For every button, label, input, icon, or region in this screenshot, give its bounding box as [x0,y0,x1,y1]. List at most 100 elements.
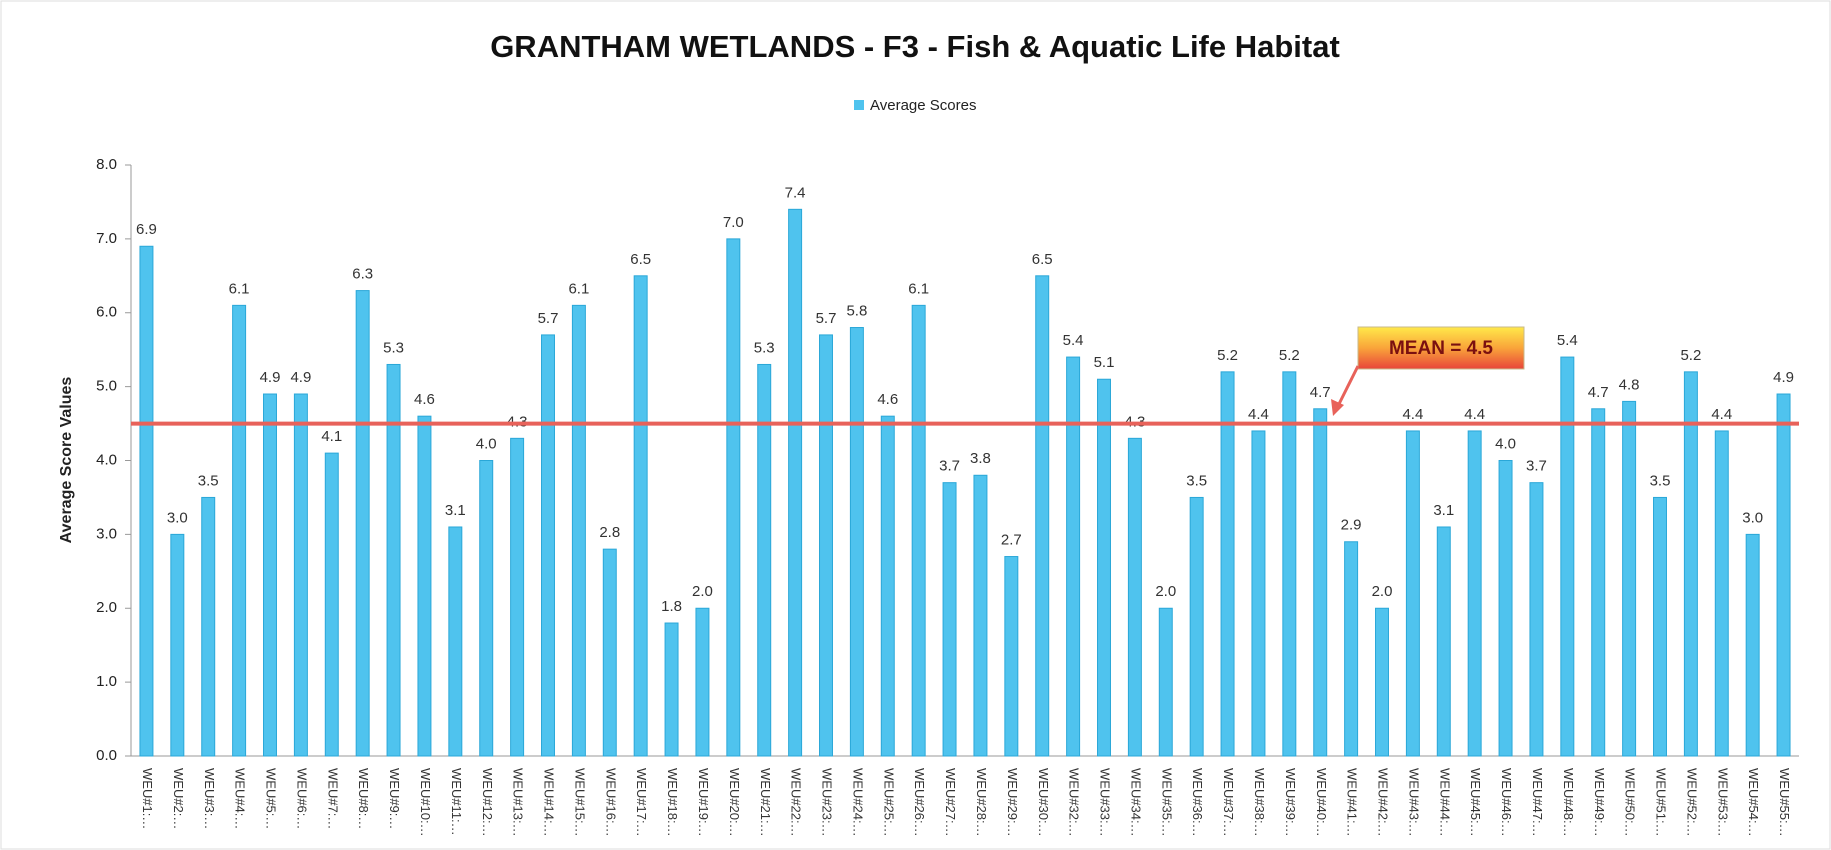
bar [1622,400,1637,757]
data-label: 4.8 [1619,376,1640,393]
bar [973,474,988,757]
bar [1776,393,1791,757]
x-tick-label: WEU#23:… [820,768,835,837]
x-tick-label: WEU#41:… [1345,768,1360,837]
bar [1189,496,1204,757]
x-tick-label: WEU#3:… [202,768,217,829]
bar [263,393,277,757]
x-tick-label: WEU#13:… [511,768,526,837]
x-tick-label: WEU#20:… [727,768,742,837]
data-label: 5.2 [1279,347,1300,364]
data-label: 6.1 [229,280,250,297]
bar [1158,607,1173,757]
bar [788,208,803,757]
bar [602,548,617,757]
chart-title: GRANTHAM WETLANDS - F3 - Fish & Aquatic … [490,29,1340,64]
data-label: 5.4 [1063,332,1084,349]
data-label: 3.0 [167,509,188,526]
data-label: 3.5 [1650,472,1671,489]
x-tick-label: WEU#19:… [696,768,711,837]
x-tick-label: WEU#33:… [1098,768,1113,837]
bar [1498,460,1513,757]
x-tick-label: WEU#11:… [449,768,464,836]
x-tick-label: WEU#50:… [1623,768,1638,837]
data-label: 5.7 [816,310,837,327]
x-tick-label: WEU#45:… [1468,768,1483,837]
bar [1282,371,1297,757]
x-tick-label: WEU#18:… [665,768,680,837]
bar [479,460,494,757]
data-label: 6.3 [352,266,373,283]
x-tick-label: WEU#55:… [1777,768,1792,837]
bar [1714,430,1729,757]
x-tick-label: WEU#48:… [1561,768,1576,837]
x-tick-label: WEU#16:… [603,768,618,837]
x-tick-label: WEU#12:… [480,768,495,837]
bar [1529,482,1544,757]
bar [324,452,339,757]
data-label: 4.4 [1402,406,1423,423]
bar [510,437,525,757]
data-label: 5.8 [846,302,867,319]
bar [1097,378,1111,757]
bar [1683,371,1698,757]
bar [541,334,555,757]
x-tick-label: WEU#53:… [1715,768,1730,837]
data-label: 3.7 [939,458,960,475]
y-tick-label: 4.0 [96,451,117,468]
bar [1653,496,1667,757]
x-tick-label: WEU#8:… [356,768,371,829]
data-label: 4.9 [260,369,281,386]
x-tick-label: WEU#47:… [1530,768,1545,837]
bar [757,363,772,757]
x-tick-label: WEU#40:… [1314,768,1329,837]
data-label: 3.1 [1433,502,1454,519]
bar [1745,533,1760,757]
x-tick-label: WEU#51:… [1654,768,1669,837]
mean-arrow-head [1331,399,1344,416]
x-tick-label: WEU#34:… [1128,768,1143,837]
bar [417,415,432,757]
y-tick-label: 7.0 [96,230,117,247]
data-label: 3.1 [445,502,466,519]
data-label: 6.9 [136,221,157,238]
x-tick-label: WEU#2:… [171,768,186,829]
x-tick-label: WEU#27:… [943,768,958,837]
data-label: 5.1 [1094,354,1115,371]
x-tick-label: WEU#29:… [1005,768,1020,837]
x-tick-label: WEU#15:… [572,768,587,837]
x-tick-label: WEU#36:… [1190,768,1205,837]
data-label: 2.8 [599,524,620,541]
bar [1467,430,1482,757]
data-label: 7.4 [785,184,806,201]
bar [726,238,741,757]
bar [571,304,586,757]
data-label: 3.8 [970,450,991,467]
y-tick-label: 5.0 [96,378,117,395]
mean-note: MEAN = 4.5 [1389,338,1493,359]
data-label: 6.1 [568,280,589,297]
bar [201,496,216,757]
bar [293,393,308,757]
y-tick-label: 6.0 [96,304,117,321]
x-tick-label: WEU#17:… [634,768,649,837]
y-axis-title: Average Score Values [58,377,75,544]
x-tick-label: WEU#38:… [1252,768,1267,837]
x-tick-label: WEU#9:… [387,768,402,829]
data-label: 3.5 [1186,472,1207,489]
mean-note-box [1357,326,1525,370]
bar [1004,556,1019,757]
x-tick-label: WEU#5:… [264,768,279,829]
data-label: 4.0 [1495,435,1516,452]
bar [633,275,648,757]
bar [1560,356,1575,757]
x-tick-label: WEU#54:… [1746,768,1761,837]
x-tick-label: WEU#21:… [758,768,773,837]
bar [1591,408,1606,757]
bar [1251,430,1266,757]
bar [139,245,154,757]
x-tick-label: WEU#52:… [1684,768,1699,837]
x-tick-label: WEU#14:… [542,768,557,837]
bar [232,304,247,757]
